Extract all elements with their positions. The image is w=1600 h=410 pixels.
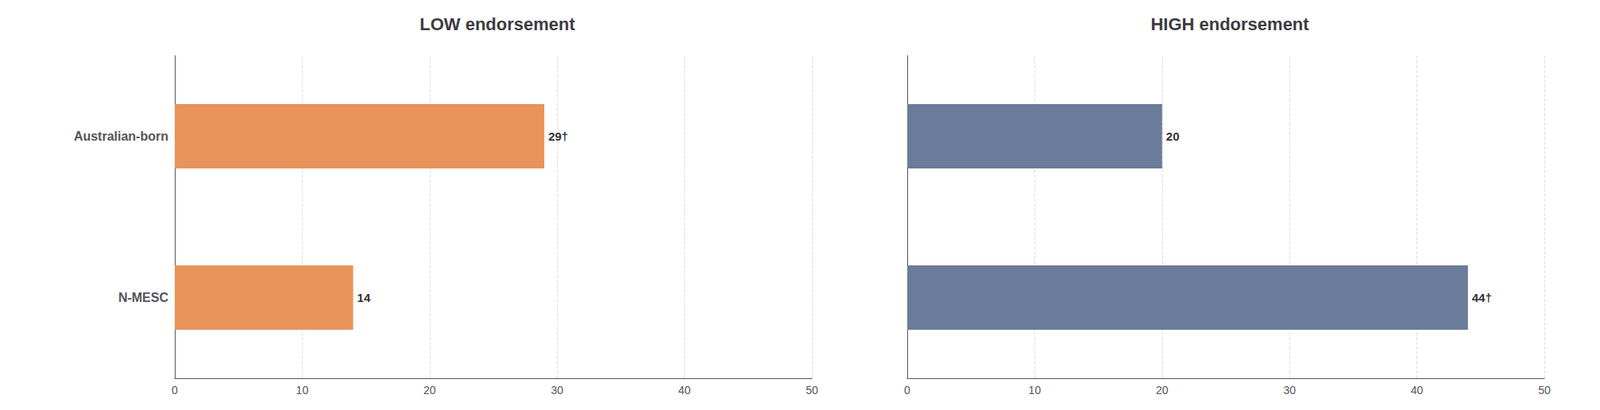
svg-text:20: 20 — [1155, 383, 1169, 397]
svg-text:20: 20 — [1166, 129, 1180, 143]
svg-text:20: 20 — [423, 383, 437, 397]
svg-text:0: 0 — [904, 383, 911, 397]
svg-text:HIGH endorsement: HIGH endorsement — [1150, 14, 1310, 35]
svg-text:50: 50 — [1538, 383, 1551, 397]
svg-text:Australian-born: Australian-born — [73, 129, 169, 143]
svg-text:30: 30 — [550, 383, 564, 397]
svg-text:29†: 29† — [548, 129, 569, 143]
svg-text:0: 0 — [171, 383, 178, 397]
svg-text:40: 40 — [1410, 383, 1424, 397]
svg-text:44†: 44† — [1472, 290, 1492, 305]
svg-text:LOW endorsement: LOW endorsement — [419, 14, 576, 35]
svg-text:10: 10 — [1028, 383, 1042, 397]
svg-text:40: 40 — [678, 383, 692, 397]
svg-text:14: 14 — [357, 290, 372, 305]
svg-text:N-MESC: N-MESC — [118, 290, 170, 305]
svg-text:10: 10 — [296, 383, 310, 397]
svg-text:30: 30 — [1283, 383, 1296, 397]
svg-text:50: 50 — [805, 383, 819, 397]
